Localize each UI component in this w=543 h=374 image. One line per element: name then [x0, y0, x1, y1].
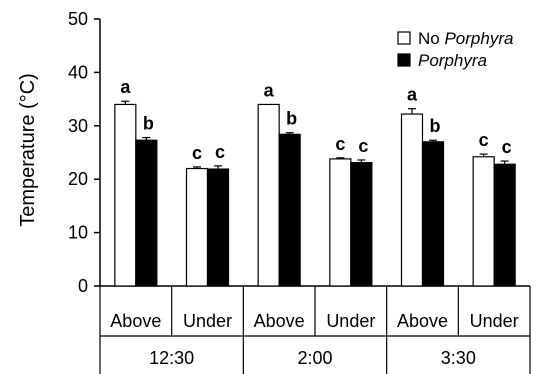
bar	[185, 167, 209, 287]
significance-letter: c	[335, 134, 345, 154]
significance-letter: c	[215, 142, 225, 162]
bar	[257, 103, 280, 287]
significance-letter: c	[358, 136, 368, 156]
category-label: Under	[183, 311, 232, 331]
y-tick-label: 30	[68, 116, 88, 136]
bar	[400, 113, 424, 287]
category-label: Above	[397, 311, 448, 331]
y-tick-label: 40	[68, 62, 88, 82]
group-label: 3:30	[441, 348, 476, 368]
significance-letter: b	[143, 114, 154, 134]
category-label: Above	[254, 311, 305, 331]
significance-letter: c	[192, 143, 202, 163]
bar	[114, 103, 137, 287]
y-tick-label: 10	[68, 223, 88, 243]
y-tick-label: 0	[78, 276, 88, 296]
bar	[350, 162, 373, 287]
bar	[329, 158, 352, 287]
y-tick-label: 50	[68, 9, 88, 29]
y-ticks: 0 10 20 30 40 50	[68, 9, 100, 296]
bar	[472, 156, 495, 287]
x-axis-labels: Above Under Above Under Above Under 12:30 2:00 3…	[99, 286, 531, 374]
bar	[493, 163, 516, 287]
significance-letter: b	[286, 109, 297, 129]
group-label: 12:30	[149, 348, 194, 368]
category-label: Under	[326, 311, 375, 331]
significance-letter: a	[407, 85, 418, 105]
bar	[278, 133, 301, 287]
bar	[135, 139, 158, 287]
bar	[421, 141, 445, 287]
significance-letter: c	[502, 137, 512, 157]
legend: No Porphyra Porphyra	[397, 29, 513, 70]
significance-letter: a	[120, 77, 131, 97]
legend-label-porphyra: Porphyra	[418, 51, 487, 70]
legend-swatch-porphyra	[397, 53, 411, 67]
y-axis-title: Temperature (°C)	[17, 73, 39, 227]
significance-letter: b	[430, 116, 441, 136]
bar	[206, 168, 230, 287]
significance-letter: a	[264, 80, 275, 100]
group-label: 2:00	[297, 348, 332, 368]
category-label: Above	[110, 311, 161, 331]
y-tick-label: 20	[68, 169, 88, 189]
significance-letter: c	[479, 130, 489, 150]
legend-swatch-no-porphyra	[397, 31, 411, 45]
category-label: Under	[470, 311, 519, 331]
legend-label-no-porphyra: No Porphyra	[418, 29, 513, 48]
